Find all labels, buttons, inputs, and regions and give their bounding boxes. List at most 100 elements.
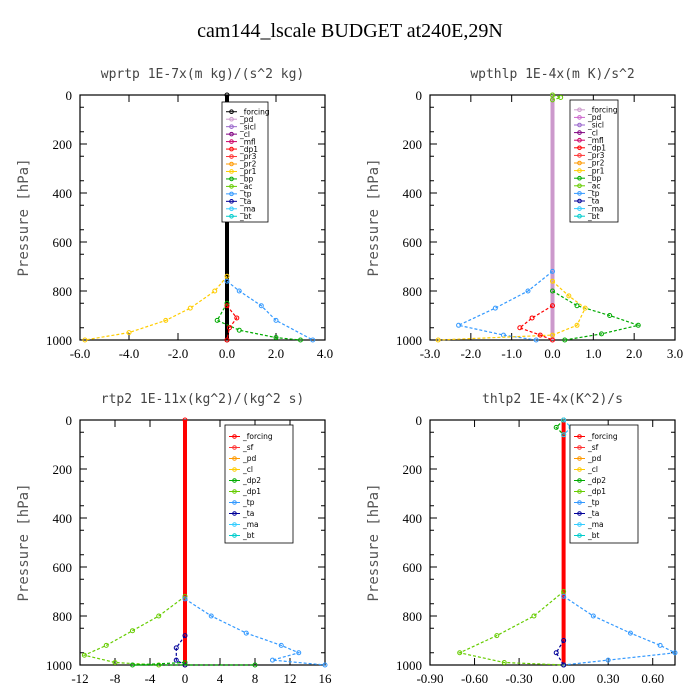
series-marker-tp: [296, 650, 302, 656]
legend: _forcing_pd_sicl_cl_mfl_dp1_pr3_pr2_pr1_…: [221, 101, 270, 223]
series-marker-bp: [599, 331, 604, 337]
legend-marker: [577, 533, 582, 538]
x-tick-label: -12: [71, 671, 88, 686]
panel-4: thlp2 1E-4x(K^2)/s Pressure [hPa] 0 200 400 6…: [366, 392, 678, 686]
legend-marker: [577, 145, 582, 151]
series-line-dp2: [132, 661, 255, 666]
panel-1: wprtp 1E-7x(m kg)/(s^2 kg) Pressure [hPa]…: [16, 67, 333, 361]
legend-marker: [577, 137, 582, 143]
y-tick-label: 400: [403, 186, 423, 201]
legend-marker: [229, 124, 234, 129]
legend-marker: [232, 533, 237, 538]
y-tick-label: 600: [403, 560, 423, 575]
series-line-dp1: [82, 595, 186, 666]
series-marker-tp: [224, 278, 230, 284]
legend-marker: [229, 161, 234, 167]
legend-marker: [577, 500, 582, 505]
legend-label: _ta: [587, 197, 599, 206]
series-marker-ta: [561, 662, 567, 668]
legend-label: _forcing: [242, 432, 273, 441]
x-tick-label: -0.30: [506, 671, 533, 686]
y-axis-label: Pressure [hPa]: [16, 158, 32, 276]
legend-marker: [229, 146, 234, 152]
legend-label: _dp1: [587, 487, 606, 496]
legend-label: _pr1: [587, 166, 605, 175]
series-marker-tp: [605, 657, 611, 663]
y-tick-label: 800: [53, 284, 73, 299]
series-marker-dp1: [537, 332, 543, 338]
series-marker-ac: [550, 92, 555, 98]
series-marker-dp1: [103, 642, 109, 648]
panel-title: wpthlp 1E-4x(m K)/s^2: [470, 67, 634, 82]
series-marker-tp: [561, 593, 567, 599]
x-tick-label: -8: [110, 671, 121, 686]
legend-marker: [229, 206, 234, 212]
y-tick-label: 0: [416, 88, 423, 103]
series-marker-dp1: [130, 628, 135, 634]
legend-label: _cl: [239, 130, 250, 139]
legend-label: _tp: [587, 498, 600, 507]
legend-label: _sicl: [239, 122, 256, 131]
series-marker-dp2: [130, 662, 135, 668]
series-marker-tp: [550, 268, 555, 274]
legend-marker: [577, 445, 582, 450]
legend-label: _tp: [242, 498, 255, 507]
legend-label: _dp1: [587, 144, 606, 153]
x-tick-label: 2.0: [268, 346, 284, 361]
legend-marker: [577, 160, 582, 166]
series-marker-bp: [214, 317, 220, 323]
series-marker-tp: [270, 657, 275, 663]
series-marker-pr1: [163, 317, 169, 323]
x-tick-label: -0.60: [461, 671, 488, 686]
legend-marker: [577, 122, 582, 128]
legend-marker: [577, 183, 582, 189]
series-line-tp: [226, 280, 314, 341]
legend-label: _tp: [239, 190, 252, 199]
legend-marker: [577, 175, 582, 181]
y-tick-label: 800: [53, 609, 73, 624]
series-marker-dp1: [81, 652, 87, 658]
series-marker-tp: [278, 642, 284, 648]
series-marker-ta: [173, 645, 179, 651]
x-tick-label: 0: [182, 671, 189, 686]
legend-marker: [232, 511, 237, 516]
legend-marker: [577, 191, 582, 196]
series-marker-pr1: [435, 337, 441, 343]
series-marker-dp1: [156, 613, 162, 619]
legend-label: _bt: [587, 212, 600, 221]
legend-marker: [577, 489, 582, 494]
series-marker-tp: [672, 650, 678, 656]
series-marker-dp2: [553, 424, 559, 430]
y-tick-label: 1000: [396, 658, 422, 673]
series-marker-tp: [258, 303, 264, 309]
legend-marker: [229, 109, 234, 115]
legend-marker: [229, 199, 234, 204]
y-tick-label: 400: [53, 186, 73, 201]
legend-marker: [229, 154, 234, 159]
legend-marker: [577, 511, 582, 516]
legend-marker: [577, 198, 582, 204]
series-marker-dp1: [457, 650, 463, 656]
series-marker-tp: [236, 288, 242, 294]
series-marker-dp1: [224, 303, 230, 309]
legend-marker: [229, 116, 234, 122]
legend-label: _pd: [239, 115, 254, 124]
y-axis-label: Pressure [hPa]: [366, 158, 382, 276]
y-tick-label: 400: [403, 511, 423, 526]
y-tick-label: 1000: [46, 333, 72, 348]
x-tick-label: -6.0: [70, 346, 91, 361]
series-marker-tp: [492, 305, 498, 311]
legend-label: _cl: [242, 465, 253, 474]
series-marker-dp1: [234, 315, 240, 321]
y-tick-label: 0: [416, 413, 423, 428]
series-marker-ac: [550, 97, 555, 103]
x-tick-label: -1.0: [501, 346, 522, 361]
legend-marker: [229, 191, 234, 197]
series-marker-tp: [243, 630, 249, 636]
series-marker-bp: [224, 300, 230, 306]
legend-label: _dp1: [239, 145, 258, 154]
series-marker-pr1: [224, 273, 230, 279]
legend-marker: [229, 213, 234, 219]
x-tick-label: 4: [217, 671, 224, 686]
